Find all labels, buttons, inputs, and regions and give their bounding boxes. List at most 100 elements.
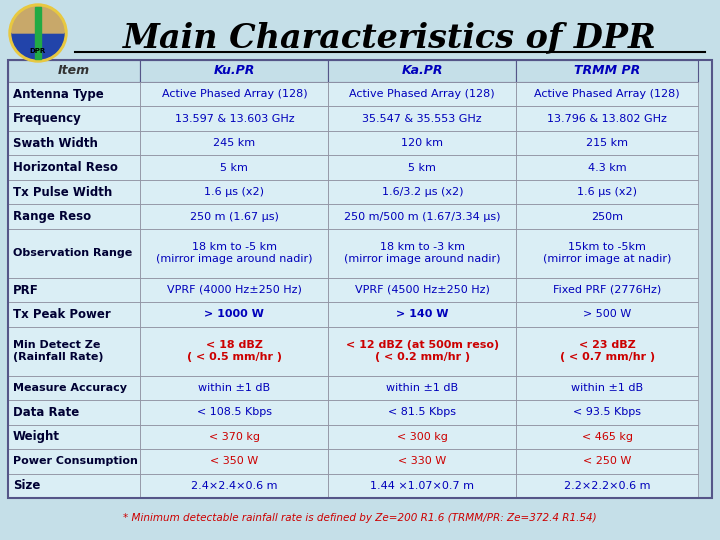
Text: 250m: 250m	[591, 212, 623, 221]
Bar	[328, 204, 516, 229]
Bar	[140, 327, 328, 376]
Bar	[516, 302, 698, 327]
Text: Weight: Weight	[13, 430, 60, 443]
Bar	[328, 376, 516, 400]
Bar	[516, 327, 698, 376]
Text: Active Phased Array (128): Active Phased Array (128)	[349, 89, 495, 99]
Text: * Minimum detectable rainfall rate is defined by Ze=200 R1.6 (TRMM/PR: Ze=372.4 : * Minimum detectable rainfall rate is de…	[123, 513, 597, 523]
Bar	[516, 449, 698, 474]
Bar	[328, 156, 516, 180]
Text: 5 km: 5 km	[408, 163, 436, 173]
Bar	[8, 424, 140, 449]
Bar	[140, 106, 328, 131]
Text: > 500 W: > 500 W	[583, 309, 631, 320]
Bar	[140, 82, 328, 106]
Bar	[140, 278, 328, 302]
Bar	[140, 131, 328, 156]
Bar	[328, 424, 516, 449]
Bar	[516, 82, 698, 106]
Text: < 108.5 Kbps: < 108.5 Kbps	[197, 407, 272, 417]
Bar	[328, 400, 516, 424]
Bar	[140, 376, 328, 400]
Text: < 93.5 Kbps: < 93.5 Kbps	[573, 407, 641, 417]
Text: within ±1 dB: within ±1 dB	[386, 383, 459, 393]
Bar	[328, 302, 516, 327]
Bar	[328, 449, 516, 474]
Bar	[140, 424, 328, 449]
Text: 2.4×2.4×0.6 m: 2.4×2.4×0.6 m	[191, 481, 278, 491]
Text: Item: Item	[58, 64, 90, 78]
Text: 250 m (1.67 μs): 250 m (1.67 μs)	[190, 212, 279, 221]
Bar	[516, 204, 698, 229]
Text: 18 km to -3 km
(mirror image around nadir): 18 km to -3 km (mirror image around nadi…	[344, 242, 500, 265]
Bar	[328, 474, 516, 498]
Bar	[8, 302, 140, 327]
Text: Swath Width: Swath Width	[13, 137, 98, 150]
Text: 1.6/3.2 μs (x2): 1.6/3.2 μs (x2)	[382, 187, 463, 197]
Bar	[8, 131, 140, 156]
Bar	[8, 60, 140, 82]
Text: Power Consumption: Power Consumption	[13, 456, 138, 467]
Text: < 300 kg: < 300 kg	[397, 432, 448, 442]
Bar	[516, 156, 698, 180]
Text: Data Rate: Data Rate	[13, 406, 79, 419]
Circle shape	[9, 4, 67, 62]
Text: 13.796 & 13.802 GHz: 13.796 & 13.802 GHz	[547, 114, 667, 124]
Bar	[516, 278, 698, 302]
Text: 245 km: 245 km	[213, 138, 256, 148]
Text: Main Characteristics of DPR: Main Characteristics of DPR	[123, 22, 657, 55]
Text: < 370 kg: < 370 kg	[209, 432, 260, 442]
Bar	[328, 131, 516, 156]
Bar	[8, 60, 712, 498]
Bar	[8, 156, 140, 180]
Text: Fixed PRF (2776Hz): Fixed PRF (2776Hz)	[553, 285, 661, 295]
Bar	[516, 60, 698, 82]
Text: Frequency: Frequency	[13, 112, 82, 125]
Text: Ku.PR: Ku.PR	[214, 64, 255, 78]
Text: TRMM PR: TRMM PR	[574, 64, 640, 78]
Text: DPR: DPR	[30, 48, 46, 54]
Text: Range Reso: Range Reso	[13, 210, 91, 223]
Bar	[516, 106, 698, 131]
Bar	[35, 7, 41, 59]
Text: > 140 W: > 140 W	[396, 309, 449, 320]
Text: VPRF (4500 Hz±250 Hz): VPRF (4500 Hz±250 Hz)	[355, 285, 490, 295]
Bar	[516, 229, 698, 278]
Bar	[328, 106, 516, 131]
Bar	[8, 204, 140, 229]
Text: Measure Accuracy: Measure Accuracy	[13, 383, 127, 393]
Bar	[8, 400, 140, 424]
Text: 250 m/500 m (1.67/3.34 μs): 250 m/500 m (1.67/3.34 μs)	[344, 212, 500, 221]
Text: 35.547 & 35.553 GHz: 35.547 & 35.553 GHz	[362, 114, 482, 124]
Text: 18 km to -5 km
(mirror image around nadir): 18 km to -5 km (mirror image around nadi…	[156, 242, 312, 265]
Bar	[140, 60, 328, 82]
Bar	[516, 180, 698, 204]
Text: 13.597 & 13.603 GHz: 13.597 & 13.603 GHz	[174, 114, 294, 124]
Bar	[140, 156, 328, 180]
Wedge shape	[12, 33, 64, 59]
Bar	[328, 327, 516, 376]
Bar	[8, 474, 140, 498]
Text: Ka.PR: Ka.PR	[402, 64, 443, 78]
Text: Antenna Type: Antenna Type	[13, 87, 104, 101]
Text: Active Phased Array (128): Active Phased Array (128)	[161, 89, 307, 99]
Text: 1.6 μs (x2): 1.6 μs (x2)	[204, 187, 264, 197]
Text: 215 km: 215 km	[586, 138, 628, 148]
Text: Tx Pulse Width: Tx Pulse Width	[13, 186, 112, 199]
Bar	[328, 60, 516, 82]
Bar	[8, 180, 140, 204]
Text: 4.3 km: 4.3 km	[588, 163, 626, 173]
Bar	[516, 474, 698, 498]
Bar	[516, 400, 698, 424]
Bar	[140, 180, 328, 204]
Bar	[140, 229, 328, 278]
Bar	[140, 204, 328, 229]
Bar	[8, 449, 140, 474]
Bar	[8, 106, 140, 131]
Text: < 18 dBZ
( < 0.5 mm/hr ): < 18 dBZ ( < 0.5 mm/hr )	[186, 340, 282, 362]
Text: < 465 kg: < 465 kg	[582, 432, 633, 442]
Bar	[8, 82, 140, 106]
Text: < 350 W: < 350 W	[210, 456, 258, 467]
Text: 2.2×2.2×0.6 m: 2.2×2.2×0.6 m	[564, 481, 650, 491]
Text: 1.44 ×1.07×0.7 m: 1.44 ×1.07×0.7 m	[370, 481, 474, 491]
